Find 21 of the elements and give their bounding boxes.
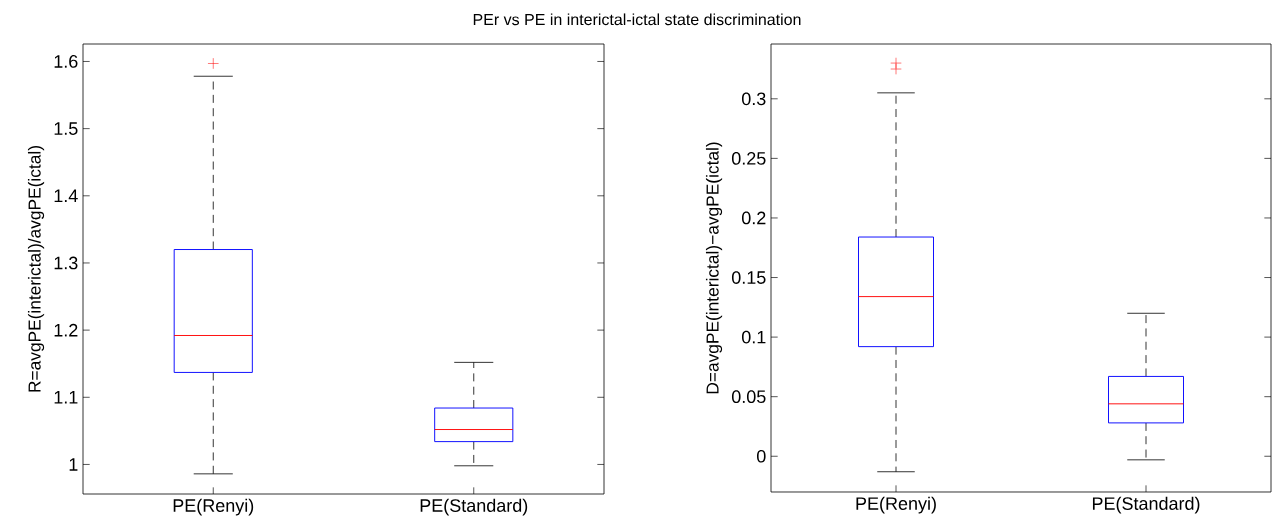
text: PEr vs PE in interictal-ictal state discrimination: [473, 13, 801, 26]
y-tick-label: 1.1: [54, 391, 78, 404]
y-tick-label: 1: [69, 458, 78, 471]
y-tick-label: 0.25: [731, 152, 766, 165]
y-tick-label: 1.3: [54, 256, 78, 270]
y-tick-label: 1.6: [54, 55, 78, 68]
x-tick-label: PE(Standard): [420, 498, 528, 516]
y-tick-label: 0: [757, 449, 766, 463]
x-tick-label: PE(Renyi): [856, 496, 936, 514]
y-tick-label: 1.4: [54, 189, 78, 202]
x-tick-label: PE(Standard): [1092, 496, 1200, 514]
y-tick-label: 1.5: [54, 122, 78, 135]
y-tick-label: 0.3: [741, 92, 766, 106]
y-tick-label: 0.15: [731, 271, 766, 284]
x-tick-label: PE(Renyi): [173, 498, 254, 516]
y-axis-title: D=avgPE(interictal)−avgPE(ictal): [705, 142, 723, 394]
y-tick-label: 0.1: [741, 330, 766, 344]
y-axis-title: R=avgPE(interictal)/avgPE(ictal): [27, 146, 45, 392]
y-tick-label: 0.2: [741, 211, 766, 225]
y-tick-label: 0.05: [731, 390, 766, 404]
y-tick-label: 1.2: [54, 323, 78, 337]
